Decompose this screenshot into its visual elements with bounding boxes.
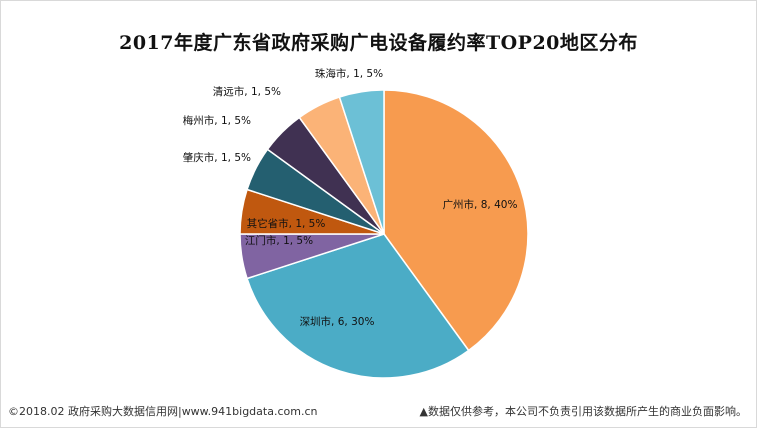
pie-label-4: 肇庆市, 1, 5%: [183, 151, 251, 164]
pie-label-5: 梅州市, 1, 5%: [183, 114, 251, 127]
footer-source: ©2018.02 政府采购大数据信用网|www.941bigdata.com.c…: [8, 405, 318, 418]
pie-label-0: 广州市, 8, 40%: [443, 198, 518, 211]
pie-labels: 广州市, 8, 40% 深圳市, 6, 30% 江门市, 1, 5% 其它省市, 1,…: [183, 67, 518, 328]
chart-title: 2017年度广东省政府采购广电设备履约率TOP20地区分布: [119, 32, 638, 54]
pie-slice-0: [383, 89, 529, 352]
pie-label-2: 江门市, 1, 5%: [245, 234, 313, 247]
pie-slice-1: [246, 233, 470, 379]
pie-label-7: 珠海市, 1, 5%: [315, 67, 383, 80]
pie-label-6: 清远市, 1, 5%: [213, 85, 281, 98]
pie-label-1: 深圳市, 6, 30%: [300, 315, 375, 328]
pie-slice-7: [338, 89, 385, 235]
footer-disclaimer: ▲数据仅供参考，本公司不负责引用该数据所产生的商业负面影响。: [419, 405, 747, 418]
pie-label-3: 其它省市, 1, 5%: [247, 217, 326, 230]
pie-slices: [239, 89, 529, 379]
